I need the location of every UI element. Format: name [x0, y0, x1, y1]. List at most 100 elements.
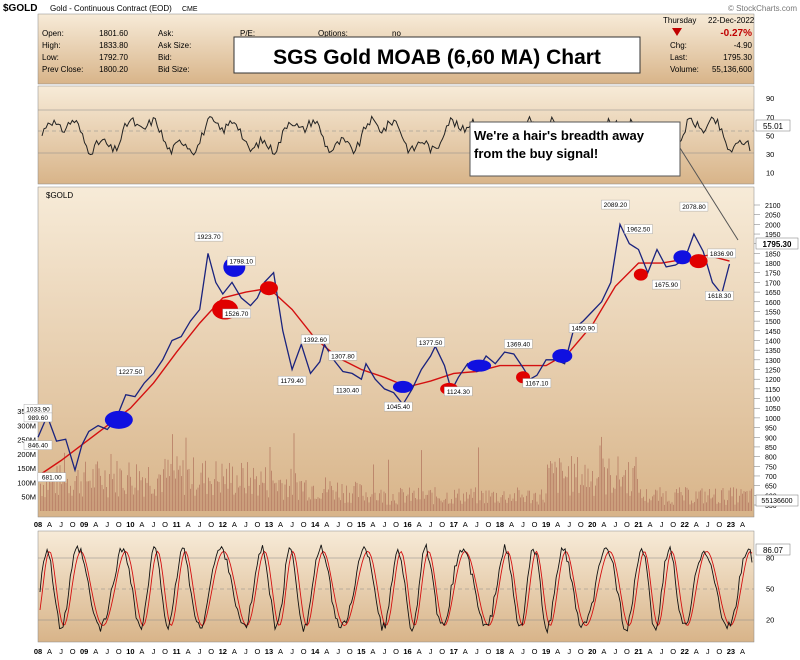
price-tick-label: 1700 — [765, 280, 781, 287]
x-axis-label: 08 — [34, 520, 42, 529]
volume-bar — [50, 482, 52, 511]
x-axis-label: O — [485, 647, 491, 656]
exchange-label: CME — [182, 6, 198, 13]
x-axis-label: J — [336, 520, 340, 529]
x-axis-label: 19 — [542, 647, 550, 656]
volume-bar — [82, 496, 83, 511]
volume-bar — [491, 492, 493, 511]
volume-bar — [266, 490, 268, 511]
volume-bar — [46, 479, 47, 511]
price-tick-label: 900 — [765, 435, 777, 442]
volume-bar — [124, 490, 125, 511]
volume-bar — [379, 493, 380, 511]
volume-bar — [215, 461, 217, 511]
volume-bar — [431, 492, 433, 511]
x-axis-label: J — [244, 520, 248, 529]
stoch-tick-label: 50 — [766, 585, 774, 594]
volume-bar — [206, 493, 208, 511]
x-axis-label: A — [417, 520, 422, 529]
volume-bar — [710, 498, 712, 511]
x-axis-label: A — [740, 647, 745, 656]
volume-bar — [151, 493, 152, 511]
annotation-box — [601, 199, 630, 210]
x-axis-label: A — [648, 647, 653, 656]
x-axis-label: J — [244, 647, 248, 656]
volume-bar — [575, 477, 577, 511]
volume-bar — [92, 469, 94, 511]
x-axis-label: O — [208, 520, 214, 529]
x-axis-label: J — [152, 520, 156, 529]
x-axis-label: A — [370, 647, 375, 656]
x-axis-label: J — [198, 520, 202, 529]
x-axis-label: J — [660, 647, 664, 656]
volume-bar — [275, 482, 277, 511]
volume-bar — [538, 504, 539, 511]
stoch-tick-label: 80 — [766, 554, 774, 563]
volume-bar — [142, 477, 143, 511]
volume-bar — [584, 464, 586, 511]
volume-bar — [439, 498, 440, 511]
volume-bar — [272, 480, 274, 511]
volume-bar — [571, 456, 572, 511]
volume-bar — [281, 483, 283, 511]
volume-bar — [94, 487, 95, 511]
volume-bar — [187, 469, 188, 511]
x-axis-label: O — [116, 647, 122, 656]
volume-bar — [670, 503, 671, 511]
volume-bar — [524, 501, 526, 511]
volume-bar — [590, 481, 592, 511]
volume-bar — [298, 499, 299, 511]
volume-bar — [494, 502, 496, 511]
annotation-box — [23, 412, 53, 423]
volume-bar — [706, 502, 707, 511]
volume-bar — [677, 492, 679, 511]
volume-bar — [748, 502, 749, 511]
volume-bar — [163, 469, 164, 511]
volume-bar — [506, 502, 508, 511]
volume-bar — [655, 489, 656, 511]
volume-bar — [652, 496, 653, 511]
volume-bar — [520, 497, 521, 511]
volume-bar — [461, 503, 463, 511]
volume-bar — [523, 497, 524, 511]
x-axis-bar-2 — [0, 643, 800, 660]
volume-bar — [547, 464, 548, 511]
signal-marker — [673, 250, 692, 265]
x-axis-label: O — [670, 520, 676, 529]
volume-bar — [130, 476, 131, 511]
volume-bar — [239, 485, 241, 511]
volume-bar — [517, 487, 518, 511]
volume-bar — [475, 487, 476, 511]
volume-bar — [683, 500, 685, 511]
volume-bar — [554, 461, 556, 511]
price-current-value: 1795.30 — [763, 240, 792, 249]
x-axis-label: 15 — [357, 647, 365, 656]
stochastic-line — [39, 542, 753, 635]
volume-bar — [307, 500, 308, 511]
volume-bar — [740, 489, 742, 511]
x-axis-label: 09 — [80, 647, 88, 656]
volume-bar — [76, 475, 77, 511]
rsi-tick-label: 30 — [766, 150, 774, 159]
annotation-box — [444, 386, 473, 397]
volume-bar — [103, 489, 104, 511]
x-axis-label: J — [59, 647, 63, 656]
volume-bar — [178, 469, 179, 511]
volume-bar — [296, 482, 298, 511]
volume-bar — [71, 495, 73, 511]
price-tick-label: 1050 — [765, 406, 781, 413]
price-annotation: 1798.10 — [230, 258, 254, 265]
volume-bar — [401, 489, 403, 511]
volume-bar — [743, 491, 745, 511]
volume-bar — [229, 462, 230, 511]
x-axis-label: 21 — [634, 520, 642, 529]
volume-bar — [53, 479, 55, 511]
volume-bar — [55, 493, 56, 511]
volume-bar — [535, 492, 536, 511]
volume-bar — [496, 492, 497, 511]
rsi-tick-label: 90 — [766, 94, 774, 103]
volume-bar — [211, 484, 212, 511]
volume-bar — [581, 474, 583, 511]
volume-bar — [529, 490, 530, 511]
volume-bar — [67, 478, 68, 511]
